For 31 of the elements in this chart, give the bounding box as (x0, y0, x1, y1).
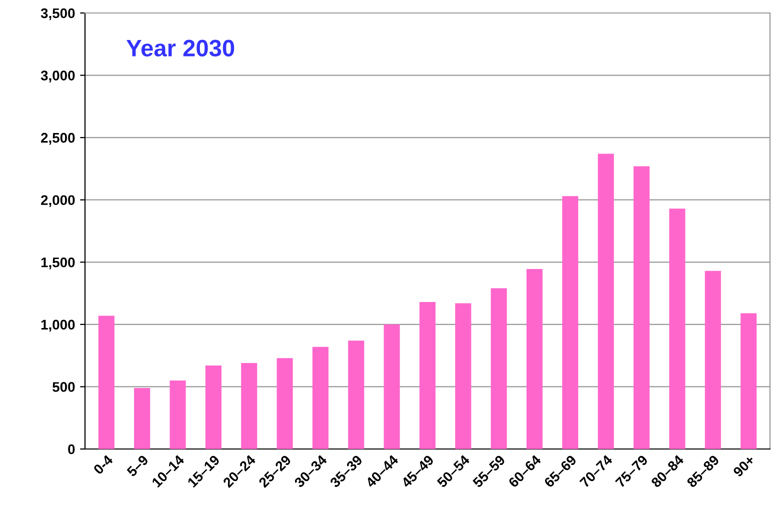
bar (490, 288, 507, 449)
y-tick-label: 1,000 (41, 320, 75, 332)
bar (634, 166, 650, 449)
bar (562, 196, 578, 449)
bar (384, 324, 400, 449)
x-tick-label: 90+ (732, 454, 756, 478)
bar (241, 363, 258, 449)
bar (704, 270, 721, 449)
bar (526, 268, 543, 449)
y-tick-label: 1,500 (41, 257, 75, 270)
y-tick-label: 3,000 (40, 70, 75, 82)
bar (312, 346, 328, 449)
y-tick-label: 0 (68, 444, 75, 454)
bar (170, 380, 186, 449)
bar (740, 313, 757, 449)
text: Year 2030 (126, 40, 234, 57)
x-tick-label: 5–9 (126, 454, 149, 478)
y-tick-label: 2,500 (41, 132, 75, 145)
bar (348, 340, 364, 449)
bar (134, 388, 150, 449)
bar (98, 316, 114, 449)
bar (276, 358, 293, 449)
y-tick-label: 500 (52, 382, 75, 392)
bar (669, 208, 686, 449)
y-tick-label: 2,000 (41, 195, 75, 208)
y-tick-label: 3,500 (40, 8, 75, 20)
bar (598, 154, 614, 449)
bar (419, 302, 436, 449)
x-tick-label: 0-4 (92, 454, 114, 475)
bar (455, 303, 472, 449)
bar (205, 366, 222, 449)
